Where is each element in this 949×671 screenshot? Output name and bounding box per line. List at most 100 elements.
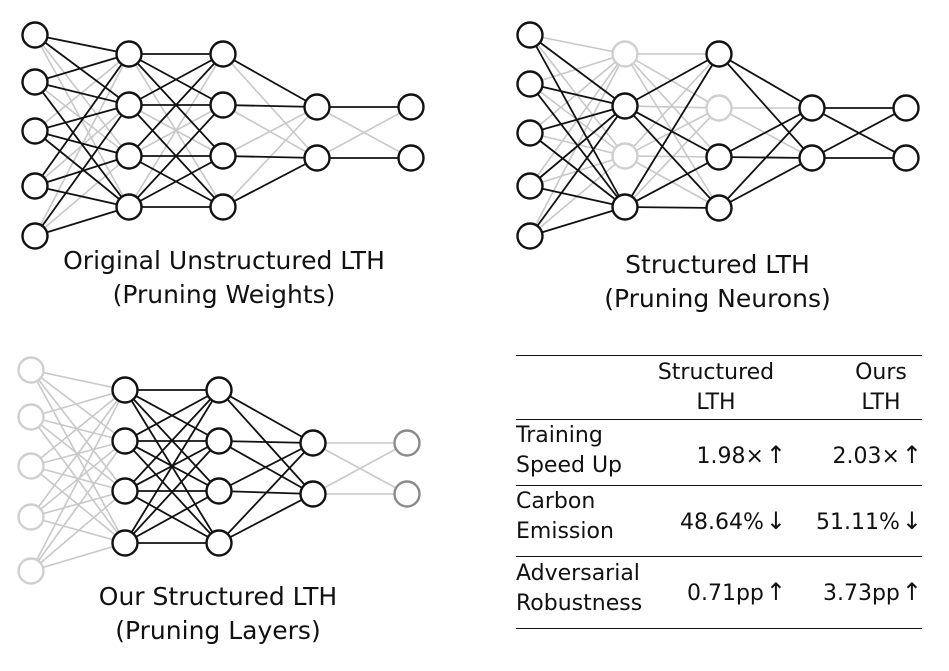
neuron-node <box>705 94 733 122</box>
neuron-node <box>115 91 143 119</box>
neuron-node <box>111 529 139 557</box>
arrow-down-icon: ↓ <box>901 507 922 535</box>
connection-edge <box>718 157 813 209</box>
value-text: 51.11% <box>816 510 900 535</box>
connection-edge <box>128 104 224 208</box>
connection-edge <box>30 389 126 572</box>
neuron-node <box>21 21 49 49</box>
caption-unstructured-lth: Original Unstructured LTH (Pruning Weigh… <box>0 244 448 312</box>
connection-edge <box>222 53 318 108</box>
value-structured-carbon: 48.64%↓ <box>656 506 786 538</box>
connection-edge <box>624 156 720 208</box>
connection-edge <box>218 442 314 544</box>
arrow-up-icon: ↑ <box>765 578 786 606</box>
comparison-table: Structured LTH Ours LTH Training Speed U… <box>516 355 922 630</box>
neuron-node <box>111 427 139 455</box>
connection-edge <box>124 389 220 544</box>
connection-edge <box>30 440 126 572</box>
neuron-node <box>17 557 45 585</box>
neuron-node <box>21 222 49 250</box>
connection-edge <box>218 389 314 444</box>
neuron-node <box>516 70 544 98</box>
row-label-line: Training <box>516 423 603 448</box>
neuron-node <box>516 21 544 49</box>
connection-edge <box>529 83 626 107</box>
connection-edge <box>34 81 130 208</box>
panel-structured-lth: Structured LTH (Pruning Neurons) <box>470 0 949 320</box>
value-text: 2.03× <box>832 444 900 469</box>
connection-edge <box>529 105 626 134</box>
row-label-line: Emission <box>516 519 614 544</box>
network-diagram-pruning-neurons <box>516 21 920 250</box>
table-top-rule <box>516 355 922 356</box>
neuron-node <box>17 503 45 531</box>
connection-edge <box>124 440 220 544</box>
arrow-down-icon: ↓ <box>765 507 786 535</box>
connection-edge <box>34 104 130 132</box>
connection-edge <box>30 369 126 442</box>
connection-edge <box>222 106 318 157</box>
arrow-up-icon: ↑ <box>901 578 922 606</box>
connection-edge <box>529 105 626 237</box>
neuron-node <box>705 194 733 222</box>
connection-edge <box>222 155 318 159</box>
caption-title: Original Unstructured LTH <box>63 246 385 275</box>
value-ours-robustness: 3.73pp↑ <box>796 577 922 609</box>
neuron-node <box>397 144 425 172</box>
panel-unstructured-lth: Original Unstructured LTH (Pruning Weigh… <box>0 0 470 320</box>
connection-edge <box>34 34 130 157</box>
connection-edge <box>34 104 130 237</box>
neuron-node <box>393 480 421 508</box>
value-text: 48.64% <box>680 510 764 535</box>
neuron-node <box>393 429 421 457</box>
neuron-node <box>892 94 920 122</box>
neuron-node <box>205 477 233 505</box>
connection-edge <box>30 369 126 391</box>
header-line: LTH <box>861 390 901 415</box>
connection-edge <box>718 107 813 209</box>
connection-edge <box>718 53 813 109</box>
neuron-node <box>111 477 139 505</box>
connection-edge <box>529 53 626 134</box>
neuron-node <box>397 93 425 121</box>
connection-edge <box>718 53 813 159</box>
neuron-node <box>209 142 237 170</box>
header-line: Structured <box>657 360 775 385</box>
value-text: 1.98× <box>696 444 764 469</box>
neuron-node <box>892 144 920 172</box>
header-line: LTH <box>696 390 736 415</box>
neuron-node <box>611 142 639 170</box>
connection-edge <box>30 389 126 418</box>
table-header-rule <box>516 419 922 420</box>
neuron-node <box>111 376 139 404</box>
connection-edge <box>124 490 220 544</box>
value-text: 3.73pp <box>822 581 900 606</box>
neuron-node <box>611 193 639 221</box>
connection-edge <box>624 53 720 107</box>
value-text: 0.71pp <box>686 581 764 606</box>
connection-edge <box>30 389 126 518</box>
connection-edge <box>529 34 626 208</box>
neuron-node <box>516 222 544 250</box>
connection-edge <box>529 34 626 107</box>
connection-edge <box>624 53 720 208</box>
connection-edge <box>34 81 130 106</box>
connection-edge <box>30 389 126 467</box>
neuron-node <box>17 356 45 384</box>
connection-edge <box>34 185 130 208</box>
caption-title: Structured LTH <box>625 250 810 279</box>
connection-edge <box>218 442 314 492</box>
connection-edge <box>34 206 130 237</box>
connection-edge <box>34 130 130 157</box>
connection-edge <box>34 34 130 55</box>
connection-edge <box>529 105 626 187</box>
connection-edge <box>128 155 224 208</box>
caption-title: Our Structured LTH <box>98 582 338 611</box>
connection-edge <box>718 107 813 158</box>
connection-edge <box>30 369 126 544</box>
neuron-node <box>21 172 49 200</box>
connection-edge <box>529 185 626 208</box>
value-structured-speed-up: 1.98×↑ <box>656 440 786 472</box>
row-label-adversarial-robustness: Adversarial Robustness <box>516 559 666 619</box>
connection-edge <box>128 53 224 157</box>
